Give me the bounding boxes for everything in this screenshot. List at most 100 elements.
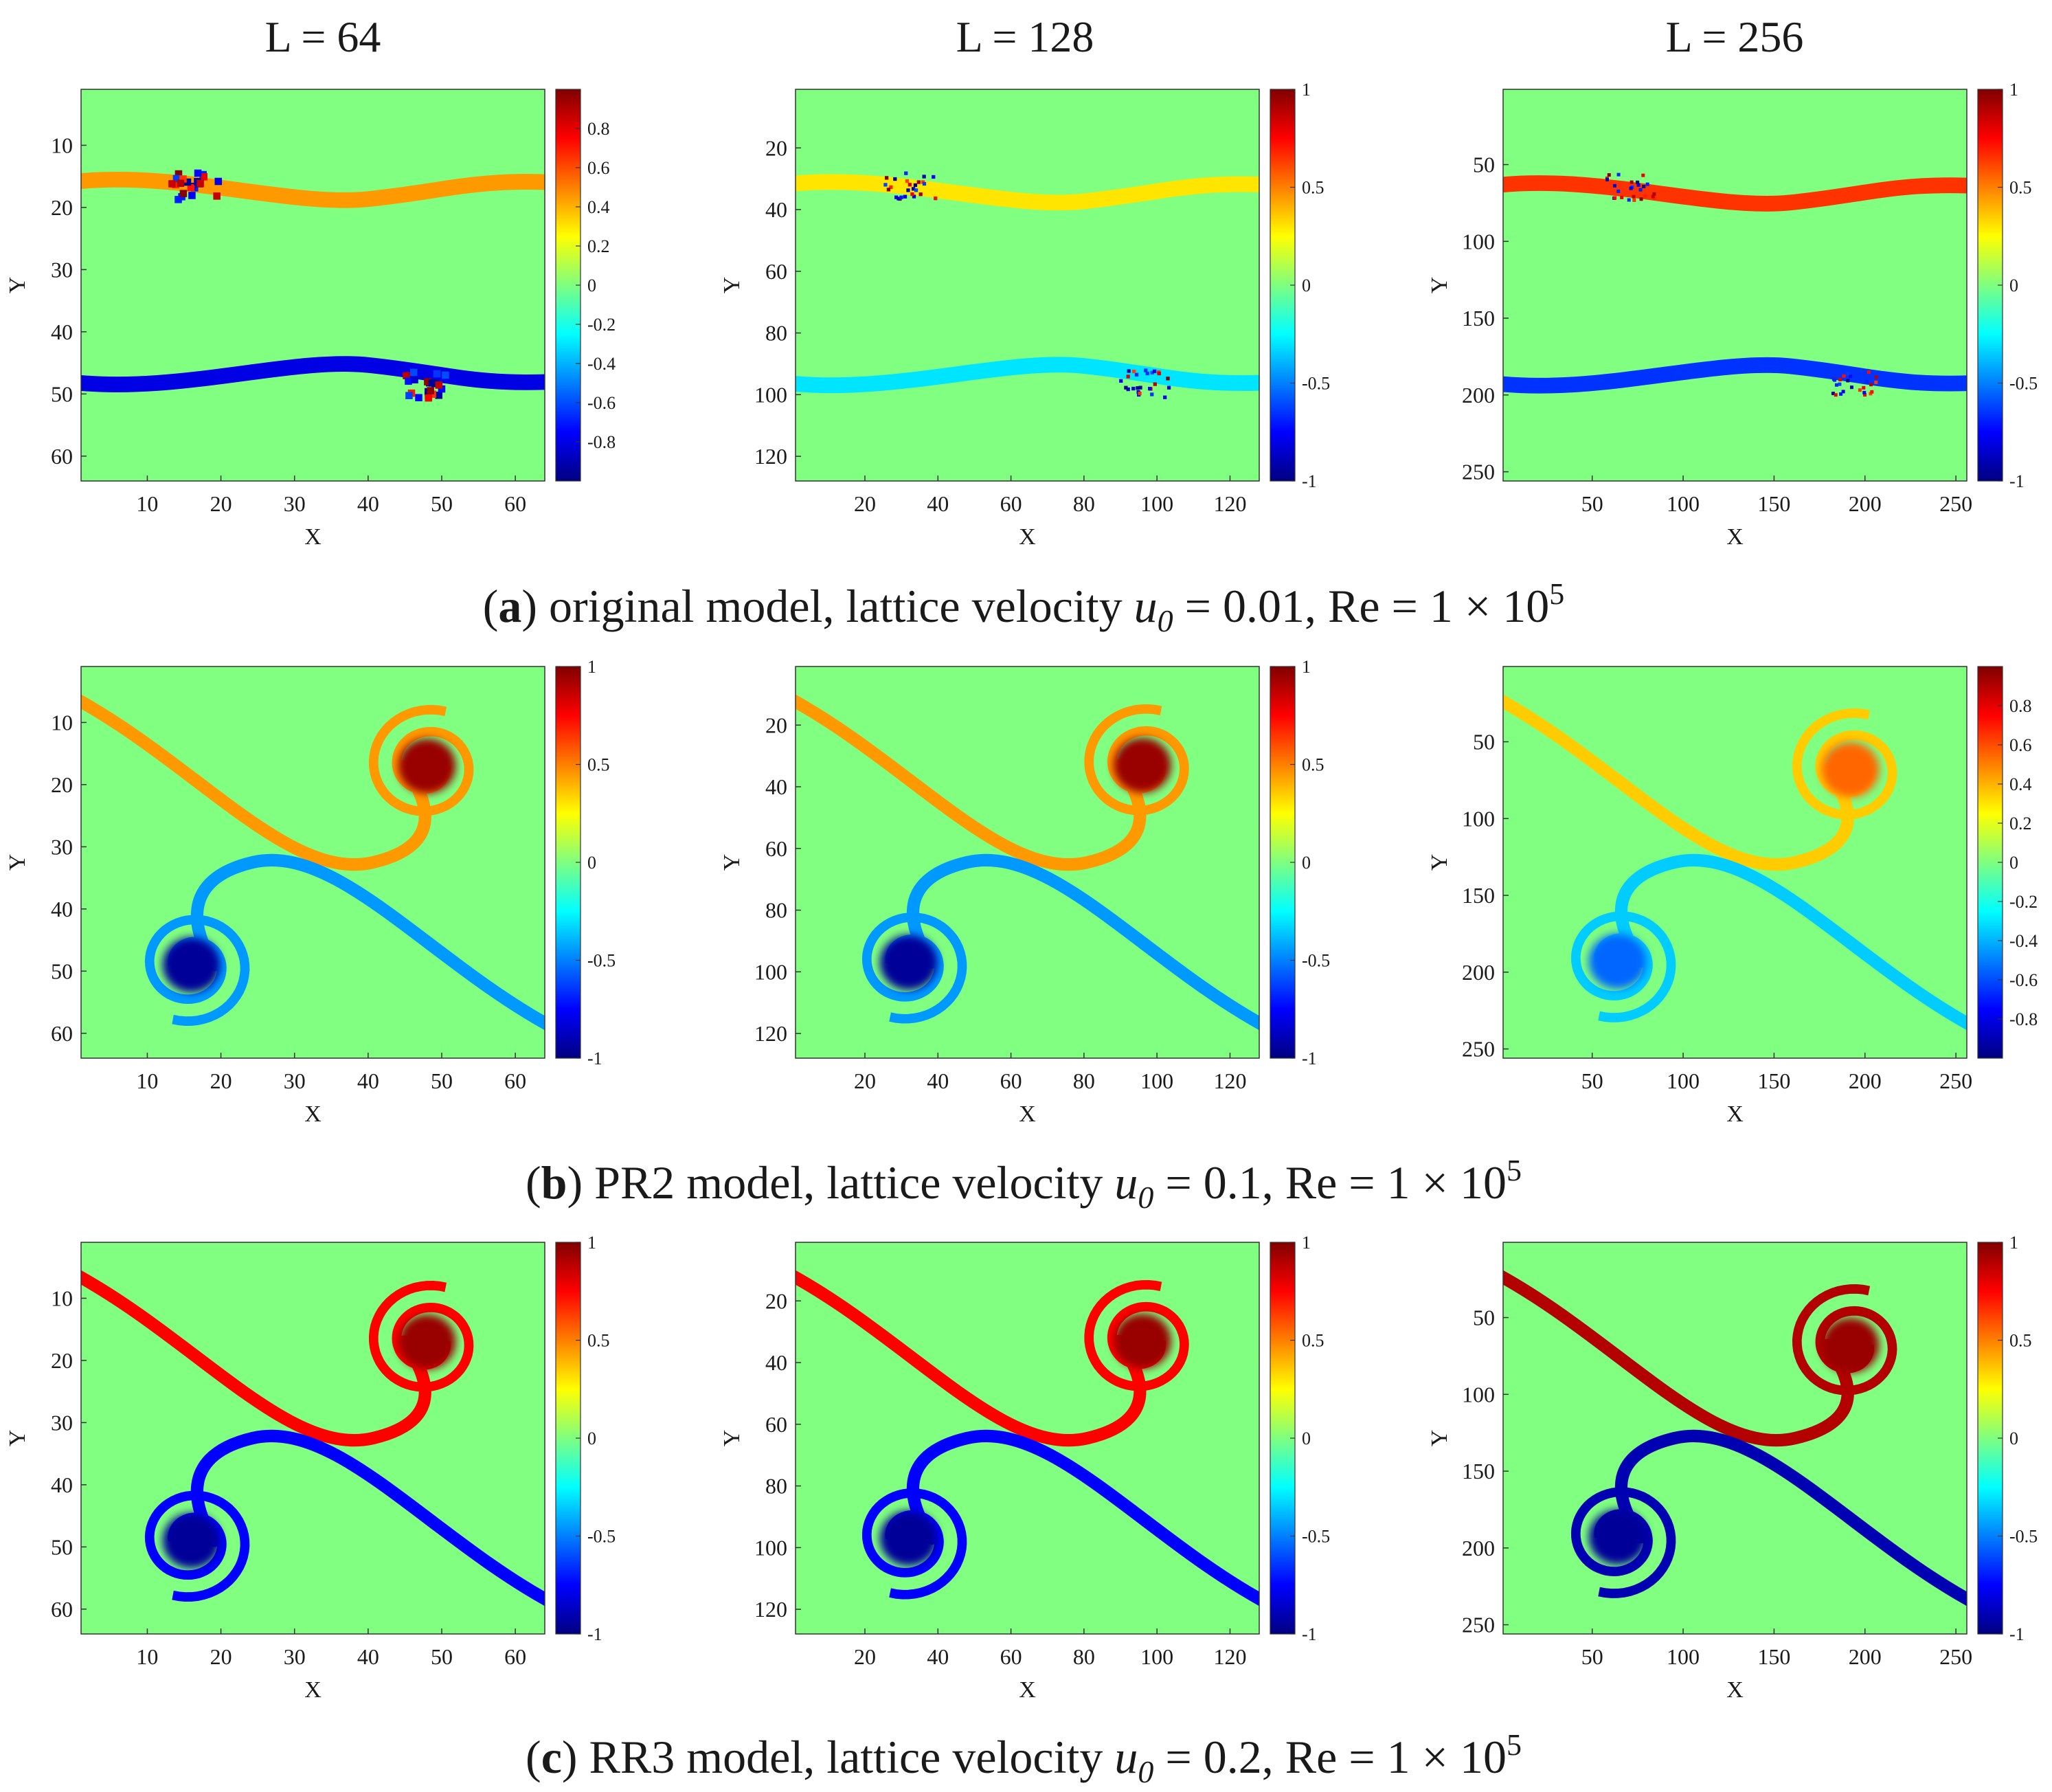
- x-tick-label: 120: [1213, 1068, 1246, 1093]
- heatmap-field: [796, 1270, 1259, 1606]
- colorbar: 1 0.5 0 -0.5 -1: [1270, 1233, 1330, 1644]
- oscillation-cluster: [168, 169, 223, 203]
- caption-b: (b) PR2 model, lattice velocity u0 = 0.1…: [526, 1154, 1522, 1215]
- colorbar-tick-label: 0.5: [1302, 1331, 1324, 1351]
- negative-filament: [190, 853, 545, 1031]
- colorbar: 0.8 0.6 0.4 0.2 0 -0.2 -0.4 -0.6 -0.8: [555, 89, 616, 482]
- y-axis-label: Y: [1427, 854, 1452, 871]
- y-tick-label: 120: [754, 444, 787, 469]
- oscillation-cell: [1841, 390, 1845, 394]
- caption-a-subscript: 0: [1158, 603, 1173, 638]
- x-tick-label: 60: [1000, 1644, 1022, 1669]
- colorbar: 1 0.5 0 -0.5 -1: [1977, 80, 2038, 491]
- colorbar-tick-label: 0.5: [587, 755, 610, 775]
- positive-shear-layer: [796, 174, 1259, 211]
- x-tick-label: 100: [1140, 491, 1173, 516]
- oscillation-cell: [1605, 177, 1609, 181]
- colorbar-tick-label: -1: [1302, 471, 1317, 491]
- colorbar-tick-label: 1: [1302, 657, 1311, 677]
- y-tick-label: 100: [1462, 806, 1495, 831]
- colorbar-tick-label: -0.2: [2009, 892, 2038, 912]
- x-tick-label: 10: [136, 1644, 158, 1669]
- panel-grid: 10 20 30 40 50 60102030405060XY0.80.60.40.20-…: [5, 80, 2038, 1703]
- positive-filament: [81, 694, 431, 871]
- y-tick-label: 80: [765, 898, 787, 923]
- oscillation-cell: [1166, 377, 1170, 381]
- y-tick-label: 120: [754, 1597, 787, 1622]
- y-tick-label: 40: [51, 320, 73, 344]
- oscillation-cell: [922, 175, 926, 179]
- oscillation-cell: [905, 179, 910, 183]
- x-axis-label: X: [1019, 1101, 1036, 1127]
- oscillation-cell: [1643, 194, 1647, 198]
- y-tick-label: 50: [1473, 1306, 1495, 1330]
- colorbar-tick-label: 1: [1302, 80, 1311, 100]
- x-tick-label: 150: [1757, 1644, 1790, 1669]
- x-tick-label: 80: [1073, 491, 1095, 516]
- caption-a-value: = 0.01, Re = 1 × 10: [1185, 580, 1550, 632]
- caption-b-exponent: 5: [1507, 1154, 1522, 1187]
- oscillation-cell: [1638, 188, 1643, 192]
- oscillation-cell: [1632, 198, 1636, 202]
- y-tick-label: 30: [51, 1410, 73, 1435]
- oscillation-cell: [893, 177, 897, 181]
- colorbar-tick-label: 0.6: [587, 158, 610, 178]
- oscillation-cell: [438, 385, 446, 393]
- negative-vortex-core: [1588, 934, 1647, 989]
- oscillation-cell: [433, 370, 441, 378]
- x-tick-label: 50: [1581, 1644, 1603, 1669]
- y-tick-label: 40: [51, 1472, 73, 1497]
- oscillation-cell: [1639, 197, 1643, 201]
- x-tick-label: 20: [854, 491, 876, 516]
- heatmap-frame: [80, 89, 545, 482]
- y-tick-label: 20: [765, 135, 787, 160]
- heatmap-panel-c-2: 20 40 60 80 100 120 20 40 60 80 100 120 X Y 1 0.5 0 -0.5 -…: [719, 1233, 1330, 1703]
- negative-vortex-core: [879, 1510, 938, 1566]
- x-tick-label: 60: [504, 1068, 526, 1093]
- heatmap-panel-b-2: 20 40 60 80 100 120 20 40 60 80 100 120 X Y 1 0.5 0 -0.5 -…: [719, 657, 1330, 1127]
- oscillation-cell: [1632, 194, 1636, 199]
- heatmap-field: [81, 169, 545, 402]
- x-tick-label: 50: [1581, 491, 1603, 516]
- heatmap-frame: [795, 1242, 1260, 1635]
- x-tick-label: 10: [136, 1068, 158, 1093]
- oscillation-cluster: [1119, 368, 1171, 399]
- oscillation-cell: [1630, 180, 1634, 184]
- heatmap-panel-b-3: 50 100 150 200 25050100150200250XY0.80.60.40…: [1427, 666, 2038, 1127]
- colorbar-tick-label: -1: [2009, 471, 2025, 491]
- heatmap-background: [1503, 89, 1967, 481]
- oscillation-cell: [1849, 385, 1853, 390]
- x-axis-label: X: [1726, 524, 1744, 550]
- oscillation-cell: [1842, 374, 1846, 378]
- colorbar-tick-label: -0.4: [2009, 931, 2038, 951]
- y-tick-label: 20: [51, 195, 73, 220]
- oscillation-cell: [1651, 194, 1655, 199]
- oscillation-cell: [183, 178, 192, 186]
- heatmap-panel-a-2: 20 40 60 80 100 120 20 40 60 80 100 120 X Y 1 0.5 0 -0.5 -…: [719, 80, 1330, 550]
- colorbar-tick-label: -0.8: [587, 432, 616, 452]
- colorbar-tick-label: 1: [587, 1233, 596, 1253]
- oscillation-cell: [1138, 385, 1142, 390]
- x-tick-label: 200: [1849, 1068, 1882, 1093]
- oscillation-cell: [425, 394, 433, 402]
- oscillation-cell: [883, 183, 888, 187]
- negative-vortex-core: [162, 1513, 221, 1569]
- oscillation-cell: [922, 181, 927, 186]
- y-axis-label: Y: [719, 854, 745, 871]
- colorbar-tick-label: -1: [1302, 1624, 1317, 1644]
- colorbar-tick-label: 0.5: [2009, 178, 2032, 198]
- colorbar-tick-label: -0.5: [587, 1527, 616, 1547]
- oscillation-cell: [415, 394, 422, 401]
- oscillation-cell: [894, 195, 899, 199]
- y-tick-label: 100: [754, 382, 787, 407]
- y-tick-label: 20: [765, 713, 787, 737]
- oscillation-cell: [904, 171, 908, 175]
- x-tick-label: 100: [1667, 1644, 1700, 1669]
- oscillation-cell: [1145, 371, 1149, 376]
- oscillation-cell: [214, 177, 223, 186]
- oscillation-cell: [1144, 368, 1148, 372]
- y-tick-label: 10: [51, 133, 73, 157]
- oscillation-cell: [1636, 183, 1641, 187]
- caption-b-subscript: 0: [1138, 1180, 1153, 1215]
- svg-text:(a) original model, lattice ve: (a) original model, lattice velocity u0 …: [483, 577, 1565, 638]
